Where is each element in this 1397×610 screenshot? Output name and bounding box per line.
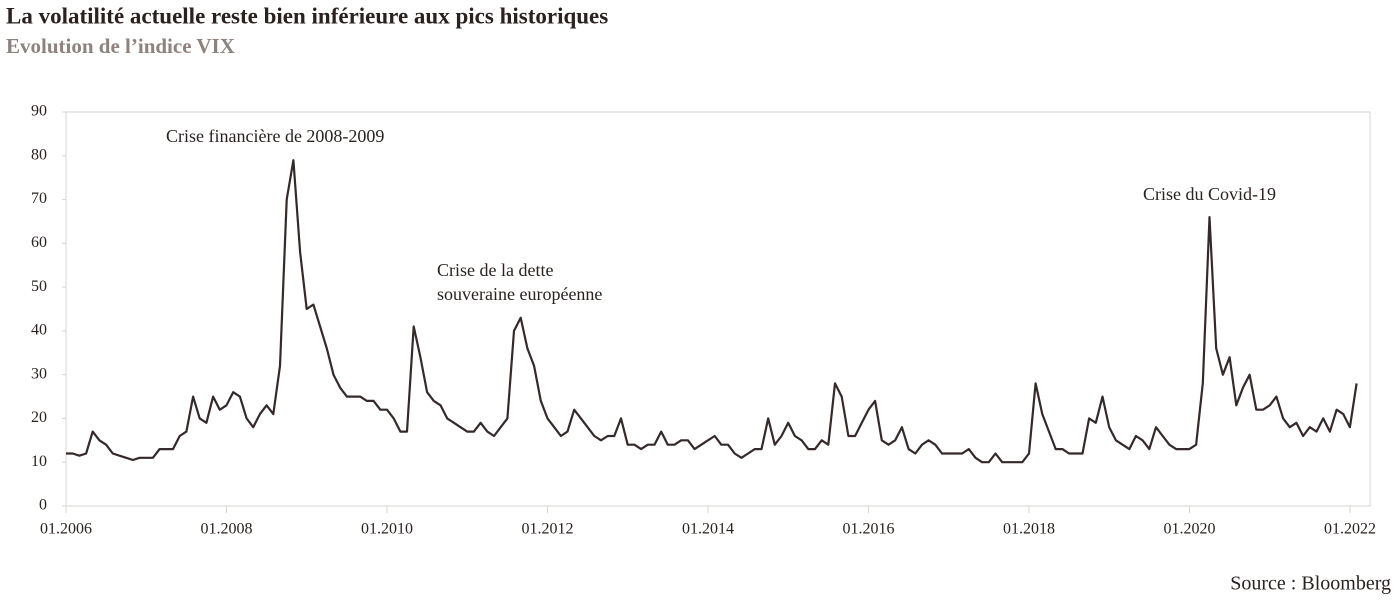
plot-frame [65, 111, 1371, 507]
x-tick-label: 01.2012 [521, 521, 573, 538]
annotation: souveraine européenne [437, 284, 602, 304]
annotation: Crise du Covid-19 [1143, 184, 1276, 204]
x-tick-label: 01.2014 [682, 521, 734, 538]
annotation: Crise de la dette [437, 260, 553, 280]
y-tick-label: 90 [31, 103, 47, 120]
chart-subtitle: Evolution de l’indice VIX [6, 34, 235, 58]
y-tick-label: 60 [31, 234, 47, 251]
source: Source : Bloomberg [1230, 573, 1391, 595]
x-tick-label: 01.2018 [1003, 521, 1055, 538]
y-tick-label: 70 [31, 190, 47, 207]
x-tick-label: 01.2020 [1163, 521, 1215, 538]
x-tick-label: 01.2010 [361, 521, 413, 538]
line [66, 159, 1358, 464]
y-tick-label: 20 [31, 409, 47, 426]
annotation: Crise financière de 2008-2009 [166, 126, 384, 146]
x-tick-label: 01.2022 [1324, 521, 1376, 538]
y-tick-label: 50 [31, 278, 47, 295]
chart-title: La volatilité actuelle reste bien inféri… [6, 3, 608, 28]
x-tick-label: 01.2008 [200, 521, 252, 538]
y-tick-label: 0 [39, 497, 47, 514]
y-tick-label: 40 [31, 322, 47, 339]
x-tick-label: 01.2006 [40, 521, 92, 538]
y-tick-label: 10 [31, 453, 47, 470]
y-tick-label: 80 [31, 146, 47, 163]
y-tick-label: 30 [31, 365, 47, 382]
x-tick-label: 01.2016 [842, 521, 894, 538]
